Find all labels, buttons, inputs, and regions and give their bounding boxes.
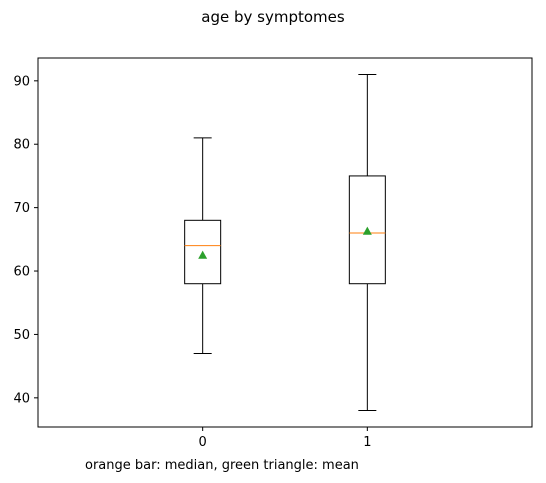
y-tick-label: 50 [13, 328, 30, 343]
y-tick-label: 80 [13, 138, 30, 153]
y-tick-label: 60 [13, 265, 30, 280]
iqr-box [348, 175, 386, 285]
y-tick-label: 70 [13, 201, 30, 216]
y-tick-label: 40 [13, 391, 30, 406]
x-tick-label: 1 [363, 435, 371, 450]
y-tick-label: 90 [13, 74, 30, 89]
chart-footnote: orange bar: median, green triangle: mean [85, 458, 359, 473]
mean-marker [198, 250, 208, 259]
plot-frame [37, 57, 533, 428]
iqr-box [184, 219, 222, 285]
mean-marker [362, 226, 372, 235]
chart-title: age by symptomes [201, 8, 345, 26]
x-tick-label: 0 [199, 435, 207, 450]
